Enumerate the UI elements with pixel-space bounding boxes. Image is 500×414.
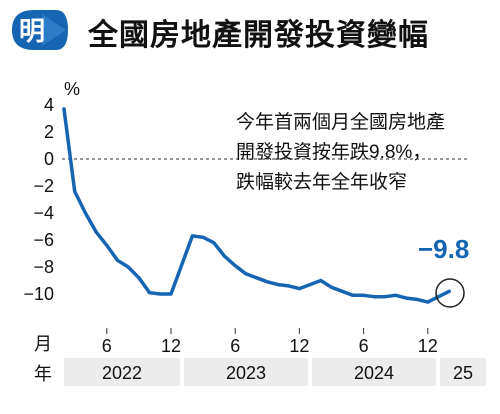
data-point — [383, 295, 387, 299]
data-point — [447, 289, 451, 293]
data-point — [222, 254, 227, 258]
year-band-cell — [184, 358, 308, 386]
data-point — [362, 293, 366, 297]
y-axis-ticks: 4 2 0 −2 −4 −6 −8 −10 — [23, 95, 54, 304]
data-point — [126, 265, 130, 269]
x-tick-label: 12 — [161, 336, 181, 356]
annotation-line: 開發投資按年跌9.8%， — [236, 142, 432, 163]
y-tick-label: 2 — [44, 122, 54, 142]
data-point — [105, 243, 109, 247]
chart-title: 全國房地產開發投資變幅 — [88, 19, 429, 52]
data-point — [287, 284, 291, 288]
x-tick-label: 6 — [230, 336, 240, 356]
year-label: 2024 — [354, 363, 394, 383]
y-unit-label: % — [64, 79, 80, 99]
year-label: 2022 — [102, 363, 142, 383]
header: 明 全國房地產開發投資變幅 — [0, 0, 500, 62]
latest-point-circle — [435, 278, 465, 308]
series-group — [62, 107, 451, 304]
data-point — [426, 300, 430, 304]
data-point — [94, 230, 98, 234]
y-tick-label: −2 — [33, 176, 54, 196]
logo-icon: 明 — [12, 10, 68, 50]
data-point — [255, 276, 259, 280]
data-point — [158, 292, 162, 296]
x-tick-label: 12 — [289, 336, 309, 356]
data-point — [137, 276, 141, 280]
line-chart: 2022 2023 2024 25 420−2−4−6−8−10 6 12 6 12 6 12 … — [23, 79, 486, 386]
x-tick-label: 12 — [418, 336, 438, 356]
data-point — [83, 211, 87, 215]
year-band-cell — [440, 358, 486, 386]
logo-glyph: 明 — [19, 17, 45, 47]
x-axis-ticks: 6 12 6 12 6 12 — [102, 328, 438, 356]
data-point — [148, 291, 152, 295]
data-point — [265, 280, 269, 284]
data-point — [169, 292, 173, 296]
data-point — [276, 282, 280, 287]
data-point — [415, 297, 419, 301]
data-point — [404, 296, 408, 300]
data-point — [115, 258, 120, 262]
year-band-cell — [312, 358, 436, 386]
y-tick-label: −4 — [33, 203, 54, 223]
data-point — [297, 287, 301, 291]
annotation-line: 跌幅較去年全年收窄 — [236, 172, 408, 193]
year-label: 2023 — [226, 363, 266, 383]
data-point — [190, 234, 194, 238]
data-point — [201, 235, 205, 239]
data-point — [244, 272, 248, 276]
data-point — [319, 278, 323, 283]
annotation: 今年首兩個月全國房地產 開發投資按年跌9.8%， 跌幅較去年全年收窄 — [236, 108, 486, 198]
y-tick-label: −8 — [33, 257, 54, 277]
year-band-cell — [64, 358, 180, 386]
data-point — [62, 107, 66, 111]
y-tick-label: −6 — [33, 230, 54, 250]
data-point — [340, 289, 344, 293]
year-label: 25 — [453, 363, 473, 383]
data-point — [212, 241, 216, 245]
month-axis-label: 月 — [34, 334, 52, 354]
data-point — [233, 264, 237, 268]
x-tick-label: 6 — [359, 336, 369, 356]
annotation-line: 今年首兩個月全國房地產 — [236, 112, 446, 133]
year-band: 2022 2023 2024 25 — [64, 358, 486, 386]
data-point — [351, 293, 355, 297]
y-tick-label: 0 — [44, 149, 54, 169]
latest-value-label: −9.8 — [418, 234, 470, 264]
data-point — [73, 189, 77, 193]
data-point — [394, 293, 398, 297]
y-tick-label: 4 — [44, 95, 54, 115]
data-point — [329, 285, 334, 289]
year-axis-label: 年 — [34, 364, 52, 384]
x-tick-label: 6 — [102, 336, 112, 356]
data-point — [372, 295, 376, 299]
y-tick-label: −10 — [23, 284, 54, 304]
series-line — [62, 107, 451, 304]
